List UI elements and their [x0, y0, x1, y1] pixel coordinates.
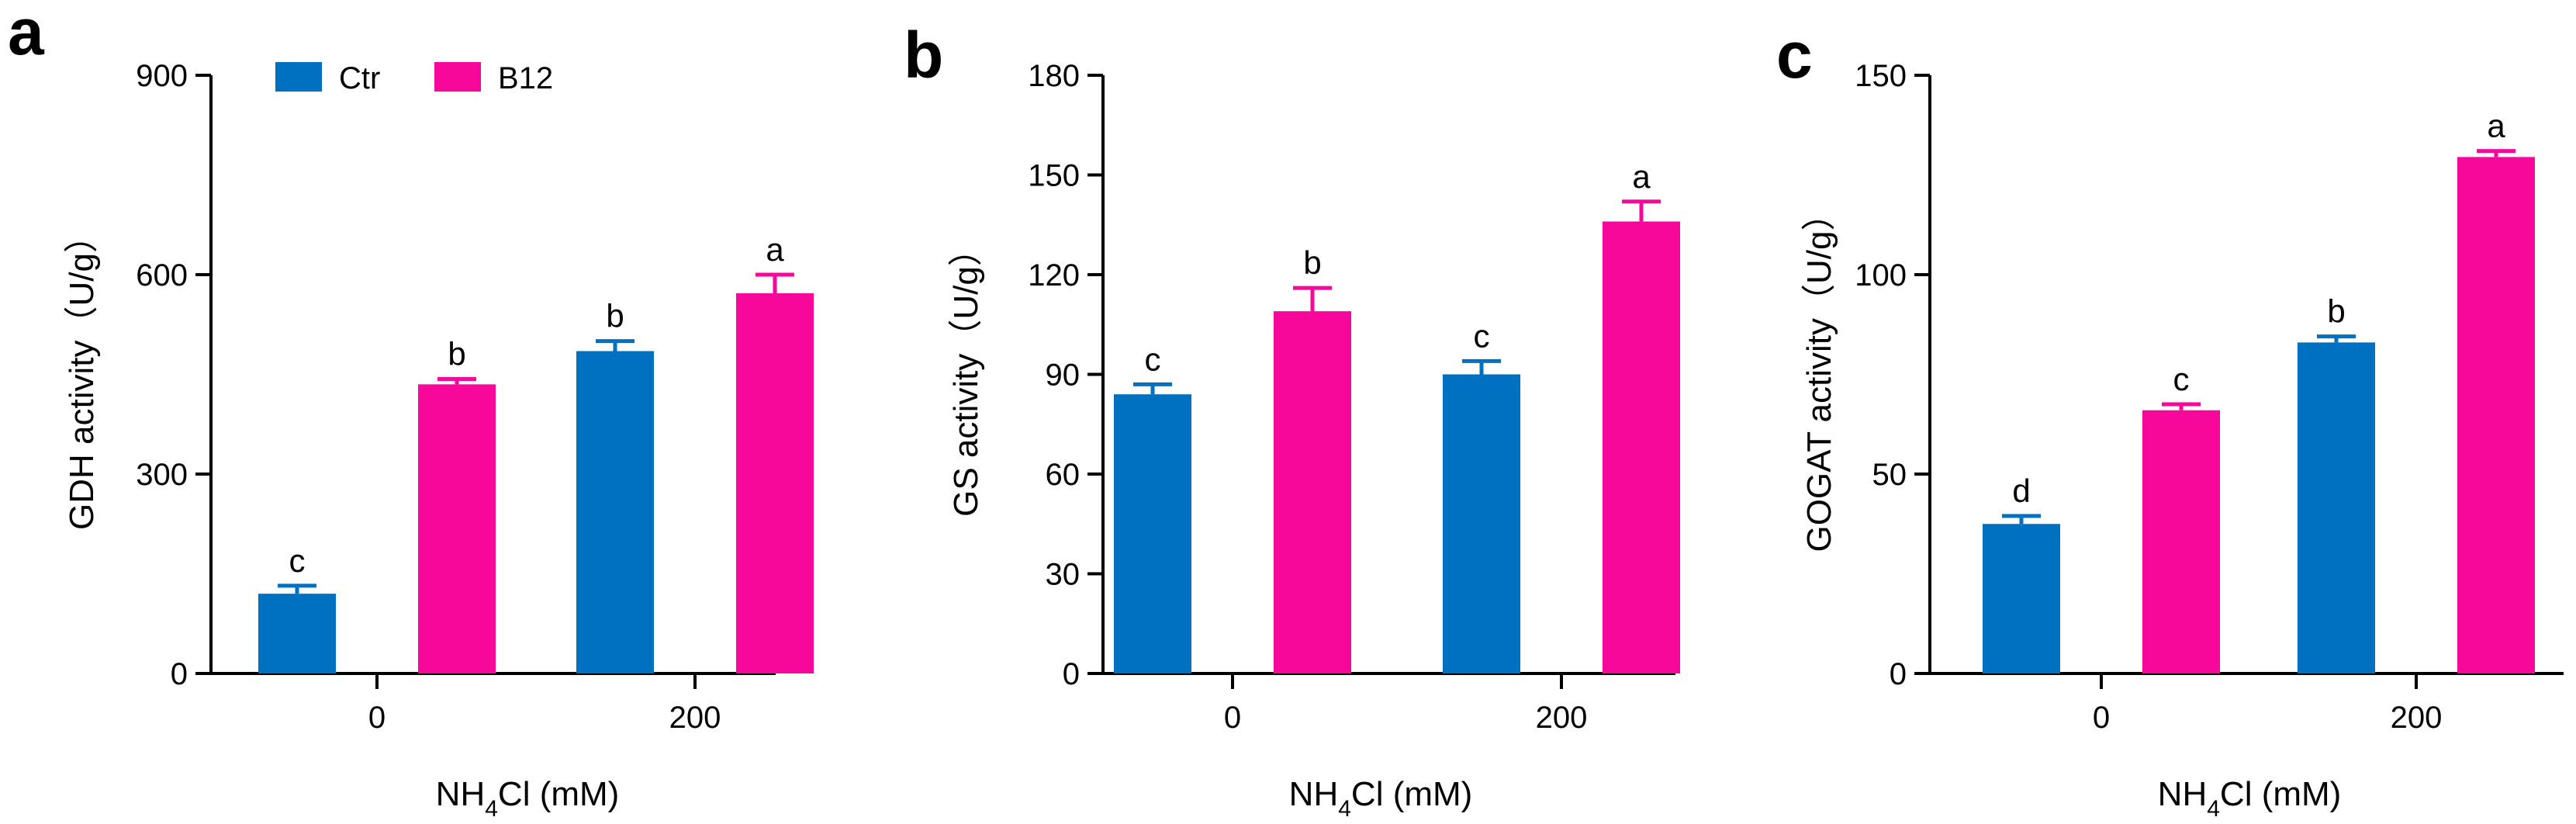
bar-b12-200: [736, 293, 814, 673]
y-tick-label: 60: [1046, 458, 1081, 492]
legend: Ctr B12: [275, 61, 553, 95]
x-tick-label: 0: [1224, 701, 1241, 735]
y-tick-label: 0: [171, 657, 188, 691]
y-tick-label: 150: [1028, 159, 1080, 193]
panel-letter-b: b: [904, 19, 943, 92]
x-axis-title-main: NH: [2158, 775, 2208, 813]
y-axis-title: GS activity（U/g）: [947, 232, 985, 517]
bar-ctr-200: [2298, 342, 2375, 673]
significance-label: a: [2487, 108, 2505, 144]
x-tick-label: 200: [669, 701, 721, 735]
legend-label-b12: B12: [498, 61, 553, 95]
x-axis-title-main: NH: [1289, 775, 1339, 813]
y-tick-label: 0: [1063, 657, 1080, 691]
legend-swatch-b12: [434, 62, 481, 92]
bar-ctr-200: [576, 351, 654, 673]
y-tick-label: 150: [1855, 59, 1907, 93]
significance-label: a: [766, 231, 784, 268]
x-axis-title-rest: Cl (mM): [1351, 775, 1472, 813]
y-tick-label: 300: [136, 458, 188, 492]
bar-ctr-0: [1983, 524, 2060, 673]
x-tick-label: 0: [2093, 701, 2110, 735]
x-axis-title-sub: 4: [2207, 796, 2220, 822]
x-axis-title: NH4Cl (mM): [1289, 775, 1473, 822]
significance-label: c: [1145, 341, 1161, 377]
legend-label-ctr: Ctr: [339, 61, 380, 95]
panel-letter-a: a: [8, 0, 45, 68]
x-axis-title-main: NH: [436, 775, 486, 813]
x-axis-title-rest: Cl (mM): [2220, 775, 2341, 813]
significance-label: b: [606, 298, 624, 334]
y-tick-label: 90: [1046, 358, 1081, 393]
bar-b12-200: [2457, 157, 2535, 673]
bar-ctr-0: [258, 594, 336, 673]
significance-label: b: [448, 335, 465, 372]
panel-b: b 0 30 60 90 120 150 180 0 200 c c b a GS activity（U/g…: [904, 19, 1680, 822]
panel-letter-c: c: [1776, 19, 1813, 92]
bar-b12-0: [1274, 311, 1351, 673]
significance-label: c: [289, 542, 306, 579]
y-tick-label: 600: [136, 258, 188, 293]
y-tick-label: 900: [136, 59, 188, 93]
bar-b12-0: [2142, 410, 2220, 673]
y-axis-title: GOGAT activity（U/g）: [1800, 196, 1838, 552]
legend-swatch-ctr: [275, 62, 322, 92]
significance-label: a: [1632, 158, 1651, 195]
y-tick-label: 120: [1028, 258, 1080, 293]
x-axis-title-rest: Cl (mM): [498, 775, 619, 813]
significance-label: c: [1474, 317, 1490, 354]
bar-b12-200: [1603, 221, 1680, 673]
bar-ctr-0: [1114, 394, 1191, 673]
y-tick-label: 100: [1855, 258, 1907, 293]
y-tick-label: 30: [1046, 558, 1081, 592]
y-axis-title: GDH activity（U/g）: [63, 219, 101, 530]
x-tick-label: 0: [368, 701, 386, 735]
bar-b12-0: [418, 384, 496, 673]
y-tick-label: 0: [1890, 657, 1907, 691]
y-tick-label: 50: [1872, 458, 1907, 492]
x-axis-title-sub: 4: [1338, 796, 1351, 822]
panel-c: c 0 50 100 150 0 200 d b c a GOGAT activity（U/g） NH4…: [1776, 19, 2564, 822]
bar-ctr-200: [1443, 374, 1520, 673]
x-axis-title: NH4Cl (mM): [2158, 775, 2342, 822]
significance-label: b: [2327, 293, 2345, 330]
significance-label: d: [2012, 473, 2030, 509]
y-tick-label: 180: [1028, 59, 1080, 93]
x-tick-label: 200: [2391, 701, 2443, 735]
significance-label: b: [1303, 244, 1321, 281]
x-axis-title: NH4Cl (mM): [436, 775, 620, 822]
x-tick-label: 200: [1536, 701, 1588, 735]
significance-label: c: [2173, 361, 2190, 397]
x-axis-title-sub: 4: [485, 796, 498, 822]
